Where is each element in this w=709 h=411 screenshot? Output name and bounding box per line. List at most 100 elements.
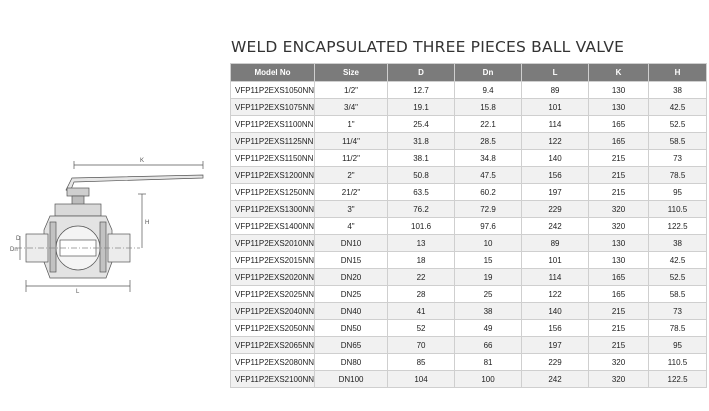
spec-table: Model No Size D Dn L K H VFP11P2EXS1050N… bbox=[229, 63, 708, 388]
cell-d: 38.1 bbox=[387, 149, 456, 167]
cell-model-no: VFP11P2EXS1125NN bbox=[229, 132, 316, 150]
cell-h: 95 bbox=[648, 336, 708, 354]
cell-l: 242 bbox=[521, 217, 590, 235]
cell-size: 1/2" bbox=[314, 81, 389, 99]
cell-d: 50.8 bbox=[387, 166, 456, 184]
dim-width-label: K bbox=[140, 158, 144, 164]
dim-dn-label: Dn bbox=[10, 247, 18, 253]
header-size: Size bbox=[314, 63, 389, 82]
cell-k: 215 bbox=[588, 183, 650, 201]
cell-k: 165 bbox=[588, 115, 650, 133]
cell-size: 3" bbox=[314, 200, 389, 218]
dim-d-label: D bbox=[16, 236, 21, 242]
cell-l: 156 bbox=[521, 166, 590, 184]
cell-h: 122.5 bbox=[648, 217, 708, 235]
cell-dn: 34.8 bbox=[454, 149, 523, 167]
cell-size: 2" bbox=[314, 166, 389, 184]
cell-model-no: VFP11P2EXS2010NN bbox=[229, 234, 316, 252]
cell-h: 58.5 bbox=[648, 132, 708, 150]
cell-d: 12.7 bbox=[387, 81, 456, 99]
cell-k: 165 bbox=[588, 285, 650, 303]
cell-size: DN40 bbox=[314, 302, 389, 320]
cell-d: 18 bbox=[387, 251, 456, 269]
cell-dn: 47.5 bbox=[454, 166, 523, 184]
cell-l: 197 bbox=[521, 183, 590, 201]
cell-dn: 97.6 bbox=[454, 217, 523, 235]
valve-technical-drawing: L H K Dn D bbox=[10, 158, 204, 295]
cell-size: 1" bbox=[314, 115, 389, 133]
cell-k: 320 bbox=[588, 370, 650, 388]
cell-d: 70 bbox=[387, 336, 456, 354]
cell-d: 25.4 bbox=[387, 115, 456, 133]
cell-l: 140 bbox=[521, 302, 590, 320]
cell-h: 38 bbox=[648, 81, 708, 99]
cell-l: 229 bbox=[521, 200, 590, 218]
cell-size: 11/2" bbox=[314, 149, 389, 167]
cell-model-no: VFP11P2EXS1100NN bbox=[229, 115, 316, 133]
cell-l: 229 bbox=[521, 353, 590, 371]
cell-h: 38 bbox=[648, 234, 708, 252]
cell-l: 101 bbox=[521, 98, 590, 116]
table-row: VFP11P2EXS1125NN 11/4" 31.8 28.5 122 165 58.5 bbox=[229, 132, 708, 150]
cell-k: 320 bbox=[588, 200, 650, 218]
cell-k: 215 bbox=[588, 302, 650, 320]
cell-k: 130 bbox=[588, 98, 650, 116]
cell-d: 28 bbox=[387, 285, 456, 303]
cell-h: 58.5 bbox=[648, 285, 708, 303]
cell-h: 95 bbox=[648, 183, 708, 201]
cell-l: 156 bbox=[521, 319, 590, 337]
cell-l: 122 bbox=[521, 132, 590, 150]
cell-dn: 60.2 bbox=[454, 183, 523, 201]
cell-dn: 100 bbox=[454, 370, 523, 388]
table-row: VFP11P2EXS1200NN 2" 50.8 47.5 156 215 78.5 bbox=[229, 166, 708, 184]
cell-dn: 15.8 bbox=[454, 98, 523, 116]
dim-length-label: L bbox=[76, 289, 80, 295]
cell-h: 73 bbox=[648, 302, 708, 320]
cell-size: DN15 bbox=[314, 251, 389, 269]
table-row: VFP11P2EXS2050NN DN50 52 49 156 215 78.5 bbox=[229, 319, 708, 337]
cell-model-no: VFP11P2EXS2040NN bbox=[229, 302, 316, 320]
cell-d: 19.1 bbox=[387, 98, 456, 116]
header-dn: Dn bbox=[454, 63, 523, 82]
cell-k: 215 bbox=[588, 336, 650, 354]
cell-model-no: VFP11P2EXS2080NN bbox=[229, 353, 316, 371]
cell-model-no: VFP11P2EXS2050NN bbox=[229, 319, 316, 337]
table-row: VFP11P2EXS1075NN 3/4" 19.1 15.8 101 130 42.5 bbox=[229, 98, 708, 116]
cell-h: 78.5 bbox=[648, 166, 708, 184]
cell-k: 165 bbox=[588, 268, 650, 286]
cell-model-no: VFP11P2EXS1400NN bbox=[229, 217, 316, 235]
cell-l: 197 bbox=[521, 336, 590, 354]
cell-dn: 25 bbox=[454, 285, 523, 303]
header-l: L bbox=[521, 63, 590, 82]
cell-d: 76.2 bbox=[387, 200, 456, 218]
cell-l: 242 bbox=[521, 370, 590, 388]
cell-model-no: VFP11P2EXS1200NN bbox=[229, 166, 316, 184]
cell-h: 52.5 bbox=[648, 115, 708, 133]
cell-dn: 22.1 bbox=[454, 115, 523, 133]
cell-l: 122 bbox=[521, 285, 590, 303]
cell-k: 320 bbox=[588, 353, 650, 371]
table-row: VFP11P2EXS2020NN DN20 22 19 114 165 52.5 bbox=[229, 268, 708, 286]
cell-d: 101.6 bbox=[387, 217, 456, 235]
cell-d: 41 bbox=[387, 302, 456, 320]
cell-model-no: VFP11P2EXS1050NN bbox=[229, 81, 316, 99]
cell-l: 114 bbox=[521, 268, 590, 286]
table-row: VFP11P2EXS1250NN 21/2" 63.5 60.2 197 215 95 bbox=[229, 183, 708, 201]
cell-model-no: VFP11P2EXS2015NN bbox=[229, 251, 316, 269]
cell-model-no: VFP11P2EXS1075NN bbox=[229, 98, 316, 116]
cell-h: 110.5 bbox=[648, 200, 708, 218]
table-row: VFP11P2EXS2065NN DN65 70 66 197 215 95 bbox=[229, 336, 708, 354]
cell-model-no: VFP11P2EXS1300NN bbox=[229, 200, 316, 218]
cell-dn: 28.5 bbox=[454, 132, 523, 150]
cell-k: 215 bbox=[588, 166, 650, 184]
cell-dn: 19 bbox=[454, 268, 523, 286]
cell-k: 130 bbox=[588, 234, 650, 252]
header-h: H bbox=[648, 63, 708, 82]
cell-k: 215 bbox=[588, 149, 650, 167]
cell-size: 3/4" bbox=[314, 98, 389, 116]
cell-k: 215 bbox=[588, 319, 650, 337]
cell-dn: 72.9 bbox=[454, 200, 523, 218]
cell-h: 42.5 bbox=[648, 98, 708, 116]
cell-model-no: VFP11P2EXS2065NN bbox=[229, 336, 316, 354]
cell-d: 13 bbox=[387, 234, 456, 252]
